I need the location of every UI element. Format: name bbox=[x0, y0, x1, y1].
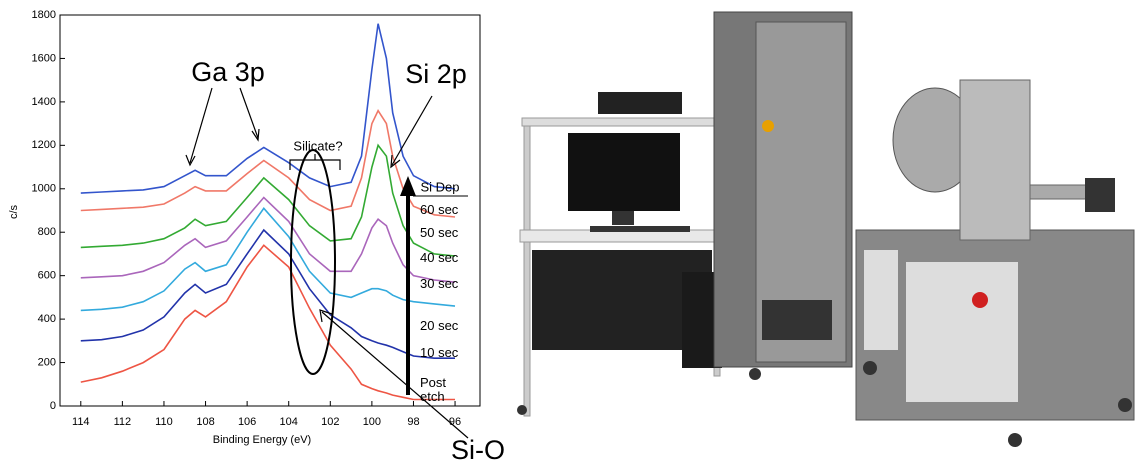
figure: 0 200 400 600 800 1000 1200 1400 1600 1800 114 112 1… bbox=[0, 0, 1135, 468]
x-tick-label: 98 bbox=[407, 416, 419, 428]
legend-label: Post etch bbox=[420, 376, 464, 404]
page: 0 200 400 600 800 1000 1200 1400 1600 1800 114 112 1… bbox=[0, 0, 1135, 468]
x-tick-label: 112 bbox=[114, 416, 132, 428]
annotation: Si Dep bbox=[420, 179, 459, 194]
legend-label: 60 sec bbox=[420, 203, 464, 217]
legend-label: 10 sec bbox=[420, 346, 464, 360]
series-line bbox=[81, 245, 455, 399]
annotation: Si 2p bbox=[405, 59, 467, 89]
legend-label: 30 sec bbox=[420, 277, 464, 291]
x-tick-label: 104 bbox=[280, 416, 298, 428]
legend-label: 40 sec bbox=[420, 251, 464, 265]
x-tick-label: 106 bbox=[238, 416, 256, 428]
equipment-photo bbox=[517, 12, 1134, 447]
y-tick-label: 1200 bbox=[32, 139, 56, 151]
y-tick-label: 1000 bbox=[32, 183, 56, 195]
annotation: Si-O bbox=[451, 435, 505, 465]
annotation: Silicate? bbox=[293, 138, 342, 153]
x-tick-label: 114 bbox=[72, 416, 90, 428]
y-axis-label: c/s bbox=[8, 204, 20, 219]
y-tick-label: 0 bbox=[50, 400, 56, 412]
series-line bbox=[81, 24, 455, 193]
y-tick-label: 200 bbox=[38, 356, 56, 368]
y-tick-label: 800 bbox=[38, 226, 56, 238]
x-tick-label: 102 bbox=[321, 416, 339, 428]
x-tick-label: 108 bbox=[196, 416, 214, 428]
annotation: Ga 3p bbox=[191, 57, 265, 87]
y-tick-label: 1400 bbox=[32, 96, 56, 108]
x-tick-label: 100 bbox=[363, 416, 381, 428]
y-tick-label: 1800 bbox=[32, 9, 56, 21]
legend-label: 20 sec bbox=[420, 319, 464, 333]
y-tick-label: 400 bbox=[38, 313, 56, 325]
x-tick-label: 110 bbox=[155, 416, 173, 428]
series-line bbox=[81, 208, 455, 310]
x-axis-label: Binding Energy (eV) bbox=[213, 434, 311, 446]
legend-label: 50 sec bbox=[420, 226, 464, 240]
y-tick-label: 600 bbox=[38, 270, 56, 282]
y-tick-label: 1600 bbox=[32, 52, 56, 64]
